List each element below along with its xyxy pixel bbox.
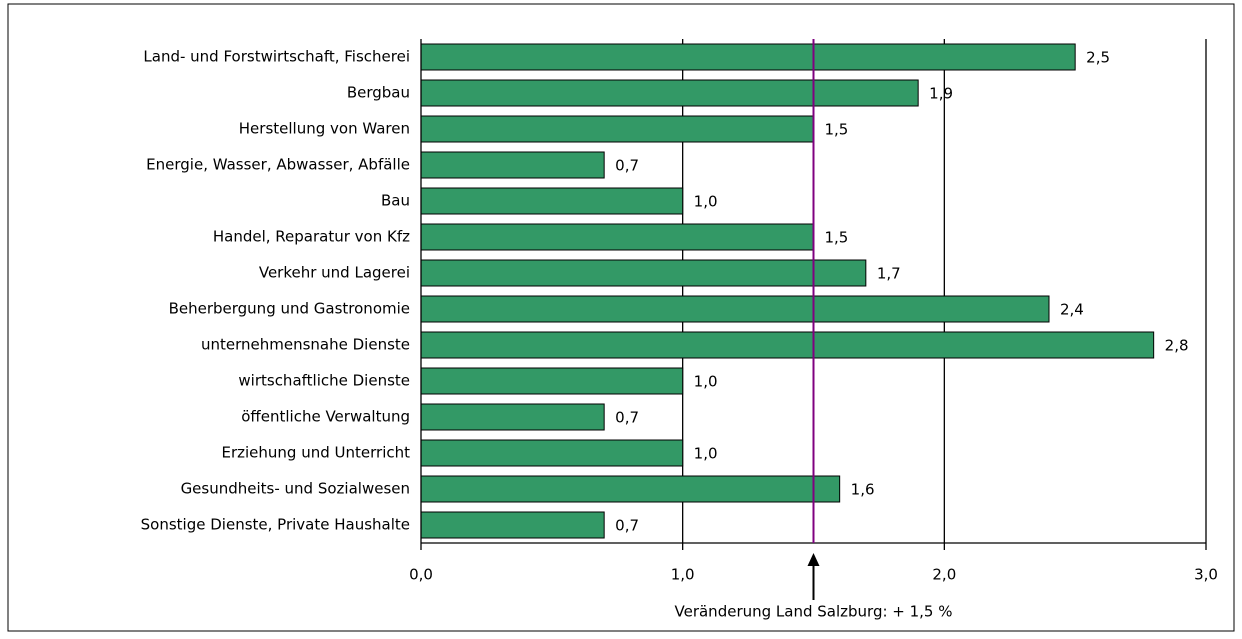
reference-label: Veränderung Land Salzburg: + 1,5 %	[675, 603, 953, 621]
bar	[420, 367, 684, 395]
y-tick-label: Gesundheits- und Sozialwesen	[181, 480, 410, 498]
x-tick-label: 3,0	[1194, 566, 1218, 584]
bar	[420, 403, 605, 431]
value-label: 1,5	[825, 121, 849, 139]
y-tick-label: unternehmensnahe Dienste	[201, 336, 410, 354]
bar	[420, 259, 867, 287]
x-tick-label: 1,0	[671, 566, 695, 584]
bar	[420, 187, 684, 215]
x-tick-label: 2,0	[932, 566, 956, 584]
bar	[420, 475, 841, 503]
y-tick-label: Beherbergung und Gastronomie	[169, 300, 410, 318]
y-tick-label: Herstellung von Waren	[239, 120, 410, 138]
y-tick-label: Bergbau	[347, 84, 410, 102]
value-label: 1,0	[694, 373, 718, 391]
bar	[420, 295, 1050, 323]
y-tick-label: Erziehung und Unterricht	[222, 444, 411, 462]
y-tick-label: Bau	[381, 192, 410, 210]
value-label: 0,7	[615, 409, 639, 427]
bar	[420, 79, 919, 107]
y-tick-label: Energie, Wasser, Abwasser, Abfälle	[146, 156, 410, 174]
y-tick-label: wirtschaftliche Dienste	[238, 372, 410, 390]
y-tick-label: Handel, Reparatur von Kfz	[213, 228, 410, 246]
bar	[420, 511, 605, 539]
bar	[420, 223, 814, 251]
bar	[420, 115, 814, 143]
y-tick-label: öffentliche Verwaltung	[241, 408, 410, 426]
value-label: 1,0	[694, 193, 718, 211]
frame	[7, 3, 1235, 632]
value-label: 2,4	[1060, 301, 1084, 319]
bar	[420, 151, 605, 179]
x-tick-label: 0,0	[409, 566, 433, 584]
bar	[420, 439, 684, 467]
value-label: 0,7	[615, 157, 639, 175]
value-label: 1,6	[851, 481, 875, 499]
value-label: 1,0	[694, 445, 718, 463]
value-label: 1,7	[877, 265, 901, 283]
value-label: 2,8	[1165, 337, 1189, 355]
value-label: 1,5	[825, 229, 849, 247]
y-tick-label: Sonstige Dienste, Private Haushalte	[141, 516, 410, 534]
value-label: 0,7	[615, 517, 639, 535]
y-tick-label: Land- und Forstwirtschaft, Fischerei	[143, 48, 410, 66]
bar	[420, 43, 1076, 71]
value-label: 1,9	[929, 85, 953, 103]
bar	[420, 331, 1155, 359]
y-tick-label: Verkehr und Lagerei	[259, 264, 410, 282]
arrow-head	[807, 553, 820, 566]
value-label: 2,5	[1086, 49, 1110, 67]
